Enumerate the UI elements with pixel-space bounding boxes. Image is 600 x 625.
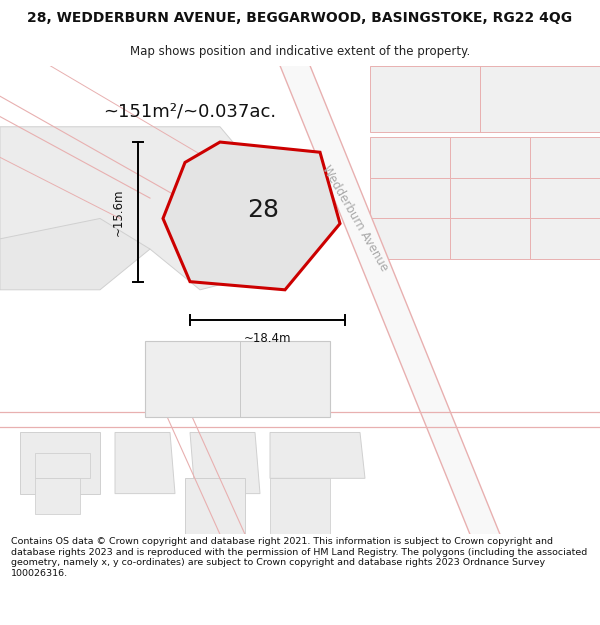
Text: Wedderburn Avenue: Wedderburn Avenue — [319, 163, 391, 274]
Polygon shape — [163, 142, 340, 290]
Polygon shape — [530, 137, 600, 178]
Polygon shape — [450, 219, 530, 259]
Text: 28, WEDDERBURN AVENUE, BEGGARWOOD, BASINGSTOKE, RG22 4QG: 28, WEDDERBURN AVENUE, BEGGARWOOD, BASIN… — [28, 11, 572, 25]
Text: Map shows position and indicative extent of the property.: Map shows position and indicative extent… — [130, 45, 470, 58]
Polygon shape — [0, 219, 150, 290]
Text: ~15.6m: ~15.6m — [112, 188, 125, 236]
Polygon shape — [35, 453, 90, 478]
Polygon shape — [0, 127, 280, 290]
Polygon shape — [450, 177, 530, 219]
Polygon shape — [270, 478, 330, 534]
Polygon shape — [270, 432, 365, 478]
Polygon shape — [530, 177, 600, 219]
Polygon shape — [370, 219, 450, 259]
Polygon shape — [450, 137, 530, 178]
Text: 28: 28 — [247, 198, 279, 222]
Polygon shape — [35, 478, 80, 514]
Text: ~151m²/~0.037ac.: ~151m²/~0.037ac. — [103, 102, 277, 121]
Polygon shape — [530, 219, 600, 259]
Polygon shape — [145, 341, 330, 418]
Polygon shape — [20, 432, 100, 494]
Polygon shape — [185, 478, 245, 534]
Polygon shape — [370, 177, 450, 219]
Polygon shape — [370, 137, 450, 178]
Polygon shape — [115, 432, 175, 494]
Polygon shape — [480, 66, 600, 132]
Text: Contains OS data © Crown copyright and database right 2021. This information is : Contains OS data © Crown copyright and d… — [11, 538, 587, 578]
Polygon shape — [280, 66, 500, 534]
Text: ~18.4m: ~18.4m — [244, 332, 291, 345]
Polygon shape — [370, 66, 480, 132]
Polygon shape — [190, 432, 260, 494]
